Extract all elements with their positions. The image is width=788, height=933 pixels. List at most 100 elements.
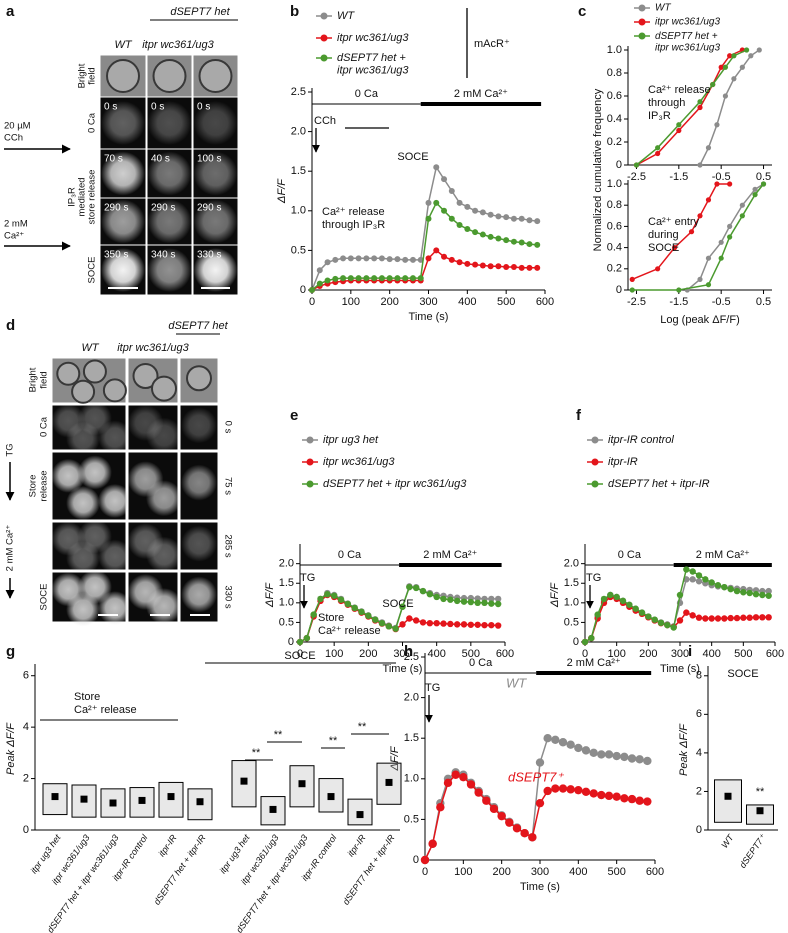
data-point xyxy=(752,614,760,621)
y-tick-label: 2.0 xyxy=(279,558,294,570)
data-point xyxy=(464,226,471,233)
mean-marker xyxy=(385,778,393,786)
data-point xyxy=(759,591,766,599)
data-point xyxy=(351,604,358,612)
cell xyxy=(77,455,112,490)
data-point xyxy=(581,746,591,755)
x-axis-label: Time (s) xyxy=(409,311,449,323)
panel-label: f xyxy=(576,407,582,424)
cell xyxy=(82,359,107,384)
data-point xyxy=(581,787,591,796)
y-axis-label: ΔF/F xyxy=(264,582,276,608)
data-point xyxy=(487,211,494,218)
legend-marker xyxy=(591,480,599,488)
data-point xyxy=(727,234,733,240)
y-tick-label: 0.5 xyxy=(279,616,294,628)
cell xyxy=(147,248,192,292)
legend-marker xyxy=(591,458,599,466)
data-point xyxy=(722,64,729,70)
data-point xyxy=(464,203,471,210)
time-label: 0 s xyxy=(222,421,233,434)
data-point xyxy=(425,215,432,222)
series-line xyxy=(584,568,769,643)
data-point xyxy=(740,589,747,596)
data-point xyxy=(371,255,378,262)
cell xyxy=(101,101,145,145)
data-point xyxy=(627,754,637,763)
data-point xyxy=(705,255,712,261)
data-point xyxy=(332,256,339,263)
x-axis-label: Time (s) xyxy=(383,663,423,675)
data-point xyxy=(731,76,737,82)
data-point xyxy=(655,150,661,157)
data-point xyxy=(479,209,486,216)
mean-marker xyxy=(109,799,117,807)
data-point xyxy=(494,622,502,629)
data-point xyxy=(518,215,525,222)
cell xyxy=(66,486,101,520)
data-point xyxy=(733,587,741,595)
legend-text-line: dSEPT7 het + xyxy=(337,52,409,64)
data-point xyxy=(526,217,533,224)
data-point xyxy=(612,751,621,761)
data-point xyxy=(460,598,468,605)
y-tick-label: 1.0 xyxy=(291,205,306,217)
y-tick-label: 0.2 xyxy=(607,263,622,275)
data-point xyxy=(494,600,502,608)
data-point xyxy=(705,197,712,203)
data-point xyxy=(316,280,323,287)
data-point xyxy=(425,255,432,262)
y-axis-label: Peak ΔF/F xyxy=(5,722,17,775)
data-point xyxy=(604,750,614,759)
y-axis-label: Peak ΔF/F xyxy=(678,723,690,776)
y-tick-label: 0.2 xyxy=(607,136,622,148)
legend-marker xyxy=(306,480,314,488)
x-tick-label: -1.5 xyxy=(669,296,688,308)
data-point xyxy=(402,275,409,282)
annotation: TG xyxy=(300,572,315,584)
legend-text: dSEPT7 het + itpr wc361/ug3 xyxy=(323,478,467,490)
data-point xyxy=(526,241,533,248)
panel-label: b xyxy=(290,3,299,20)
mean-marker xyxy=(167,793,175,801)
data-point xyxy=(363,275,370,282)
series-line xyxy=(424,773,648,861)
y-tick-label: 6 xyxy=(696,708,702,720)
x-tick-label: 500 xyxy=(462,648,480,660)
data-point xyxy=(428,839,437,848)
data-point xyxy=(441,253,448,260)
series-label: WT xyxy=(506,675,527,690)
data-point xyxy=(746,614,753,621)
data-point xyxy=(708,615,715,622)
data-point xyxy=(447,596,454,603)
row-label: IP₃R xyxy=(67,187,78,207)
data-point xyxy=(740,614,747,621)
x-tick-label: 600 xyxy=(646,866,664,878)
x-tick-label: 300 xyxy=(671,648,689,660)
x-tick-label: -2.5 xyxy=(627,296,646,308)
y-tick-label: 1.5 xyxy=(291,165,306,177)
data-point xyxy=(355,255,362,262)
data-point xyxy=(535,758,545,767)
data-point xyxy=(479,231,486,238)
panel-label: i xyxy=(688,643,692,660)
data-point xyxy=(433,593,440,601)
panel-label: c xyxy=(578,3,586,20)
data-point xyxy=(528,833,537,842)
panel-label: d xyxy=(6,317,15,334)
row-label: field xyxy=(39,371,50,388)
data-point xyxy=(441,207,448,214)
annotation: Ca²⁺ release xyxy=(318,625,381,637)
mean-marker xyxy=(356,811,364,819)
data-point xyxy=(464,260,471,267)
time-label: 290 s xyxy=(104,203,128,214)
panel-label: a xyxy=(6,3,15,20)
legend-marker xyxy=(320,12,328,20)
x-tick-label: -2.5 xyxy=(627,171,646,183)
x-tick-label: 200 xyxy=(492,866,510,878)
annotation: Ca²⁺ release xyxy=(74,704,137,716)
x-tick-label: 100 xyxy=(454,866,472,878)
cell xyxy=(102,378,127,403)
data-point xyxy=(543,786,552,796)
data-point xyxy=(597,790,606,800)
